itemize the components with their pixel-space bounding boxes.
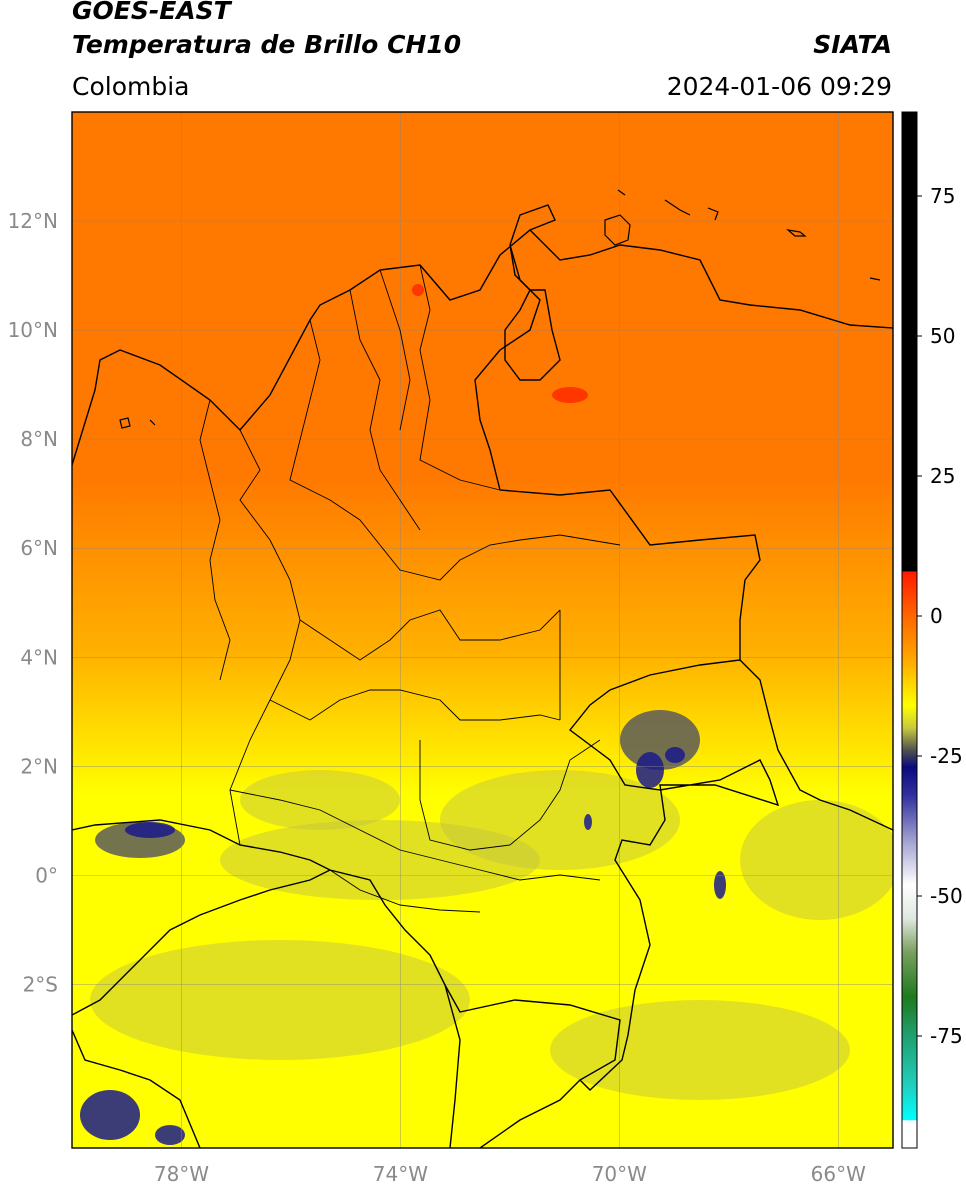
map-area: [72, 112, 893, 1148]
brazil-venezuela-border: [739, 659, 893, 831]
pacific-coast-south: [72, 1029, 201, 1148]
lat-tick-label: 0°: [35, 863, 58, 887]
lat-tick-label: 2°S: [23, 972, 58, 996]
cloud-blue: [714, 871, 726, 899]
cloud-blue: [636, 752, 664, 788]
dept-lines-south: [229, 610, 601, 913]
colorbar-tick-label: 25: [930, 464, 955, 488]
peru-brazil-border: [444, 984, 581, 1148]
colorbar-frame: [901, 111, 918, 1149]
datetime-label: 2024-01-06 09:29: [666, 72, 892, 101]
dept-lines-central: [199, 399, 621, 721]
graticule: [72, 112, 893, 1148]
lon-tick-label: 70°W: [592, 1162, 647, 1186]
cloud-blue: [665, 747, 685, 763]
lat-tick-label: 6°N: [20, 536, 58, 560]
hot-spot: [412, 284, 424, 296]
colorbar: 75 50 25 0 -25 -50 -75: [901, 111, 963, 1149]
cloud-gray: [740, 800, 893, 920]
venezuela-islands: [785, 229, 881, 281]
colorbar-ticks: 75 50 25 0 -25 -50 -75: [917, 184, 963, 1048]
lat-tick-label: 10°N: [8, 318, 58, 342]
lat-tick-label: 8°N: [20, 427, 58, 451]
panama-islands: [119, 417, 156, 429]
cloud-gray: [240, 770, 400, 830]
lon-tick-label: 66°W: [811, 1162, 866, 1186]
venezuela-colombia-north: [504, 244, 561, 381]
lon-tick-label: 78°W: [154, 1162, 209, 1186]
product-title: Temperatura de Brillo CH10: [72, 30, 462, 59]
cloud-blue: [155, 1125, 185, 1145]
cloud-gray: [550, 1000, 850, 1100]
region-label: Colombia: [72, 72, 190, 101]
country-borders: [72, 204, 893, 1148]
colorbar-tick-label: 0: [930, 604, 943, 628]
satellite-title: GOES-EAST: [72, 0, 231, 25]
islands: [119, 189, 881, 429]
lat-tick-label: 2°N: [20, 754, 58, 778]
lon-tick-label: 74°W: [373, 1162, 428, 1186]
brand-label: SIATA: [813, 30, 892, 59]
department-borders: [199, 264, 621, 913]
latitude-labels: 12°N 10°N 8°N 6°N 4°N 2°N 0° 2°S: [8, 209, 58, 996]
venezuela-coast: [529, 229, 893, 329]
cloud-gray: [90, 940, 470, 1060]
colorbar-tick-label: -75: [930, 1024, 963, 1048]
curacao-aruba: [604, 189, 719, 246]
cloud-blue: [584, 814, 592, 830]
colorbar-tick-label: 50: [930, 324, 955, 348]
colombia-border: [72, 204, 780, 1091]
cloud-blue: [125, 822, 175, 838]
lat-tick-label: 12°N: [8, 209, 58, 233]
map-frame: [71, 111, 894, 1149]
colorbar-ramp: [902, 112, 917, 1148]
lat-tick-label: 4°N: [20, 645, 58, 669]
cloud-blue: [80, 1090, 140, 1140]
colorbar-tick-label: 75: [930, 184, 955, 208]
ecuador-peru-border: [72, 869, 331, 1016]
hot-spot: [552, 387, 588, 403]
longitude-labels: 78°W 74°W 70°W 66°W: [154, 1162, 866, 1186]
colorbar-tick-label: -50: [930, 884, 963, 908]
colorbar-tick-label: -25: [930, 744, 963, 768]
